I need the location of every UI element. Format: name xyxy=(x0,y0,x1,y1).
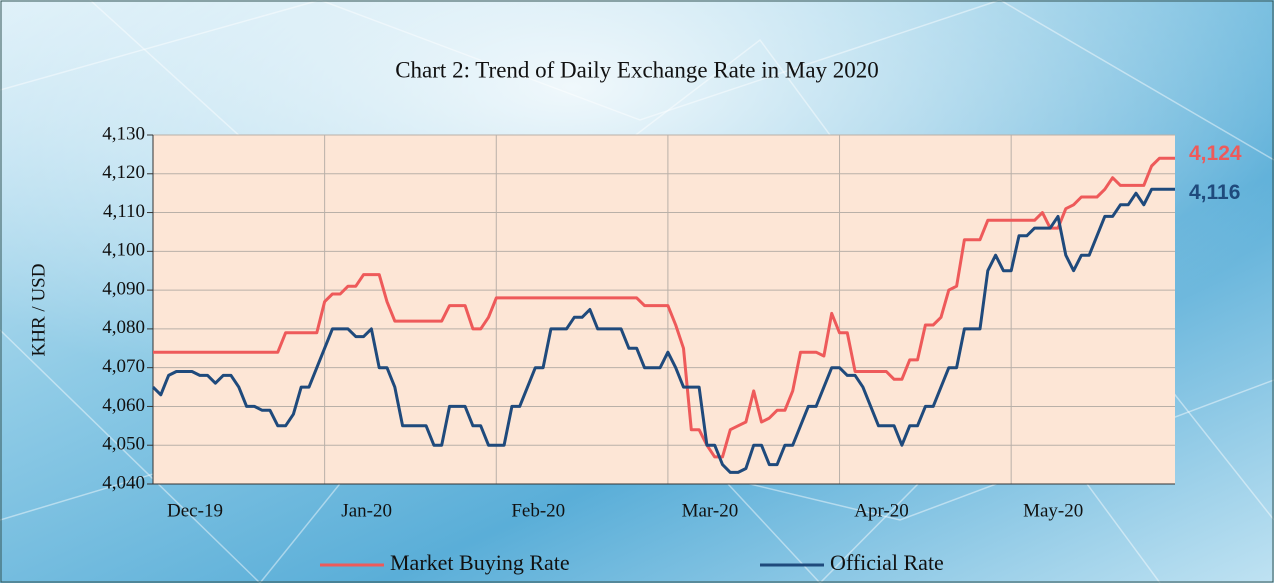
x-tick-label: Dec-19 xyxy=(167,500,223,521)
x-tick-label: May-20 xyxy=(1023,500,1083,521)
y-tick-label: 4,070 xyxy=(102,356,145,377)
series-line xyxy=(151,187,1175,474)
y-tick-label: 4,050 xyxy=(102,434,145,455)
y-tick-label: 4,080 xyxy=(102,317,145,338)
legend-label: Official Rate xyxy=(830,550,944,575)
y-tick-label: 4,110 xyxy=(103,201,145,222)
x-tick-label: Mar-20 xyxy=(682,500,739,521)
x-tick-label: Apr-20 xyxy=(854,500,909,521)
y-tick-label: 4,130 xyxy=(102,123,145,144)
end-value-label: 4,116 xyxy=(1189,181,1240,204)
y-tick-label: 4,120 xyxy=(102,162,145,183)
y-axis-label: KHR / USD xyxy=(28,264,49,357)
legend-label: Market Buying Rate xyxy=(390,550,570,575)
y-tick-label: 4,090 xyxy=(102,278,145,299)
y-tick-label: 4,040 xyxy=(102,472,145,493)
chart-title: Chart 2: Trend of Daily Exchange Rate in… xyxy=(395,57,879,82)
plot-area xyxy=(153,135,1175,484)
x-tick-label: Jan-20 xyxy=(341,500,392,521)
series-line xyxy=(153,156,1175,459)
y-tick-label: 4,100 xyxy=(102,240,145,261)
x-tick-label: Feb-20 xyxy=(511,500,565,521)
end-value-label: 4,124 xyxy=(1189,142,1242,165)
y-tick-label: 4,060 xyxy=(102,395,145,416)
